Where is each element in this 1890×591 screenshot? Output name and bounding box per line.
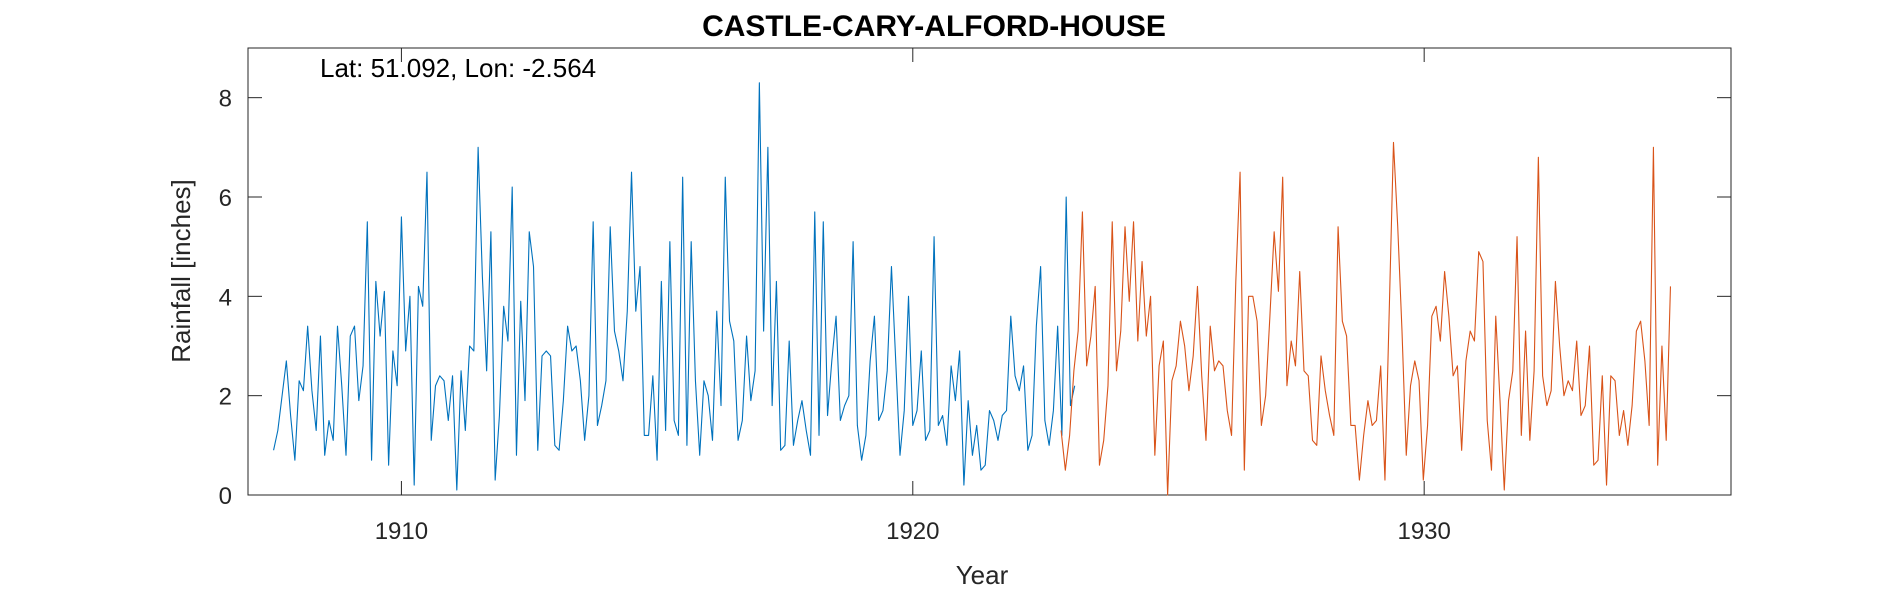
location-annotation: Lat: 51.092, Lon: -2.564	[320, 53, 596, 83]
y-tick-label-4: 8	[219, 86, 232, 113]
x-tick-label-1: 1920	[886, 518, 939, 545]
series-layer	[273, 82, 1672, 496]
y-tick-label-0: 0	[219, 483, 232, 510]
y-axis-label: Rainfall [inches]	[166, 179, 196, 363]
axis-tick-labels: 1910 1920 1930 0 2 4 6 8	[219, 86, 1451, 545]
x-tick-label-2: 1930	[1397, 518, 1450, 545]
y-tick-label-1: 2	[219, 384, 232, 411]
plot-area	[247, 47, 1732, 496]
series-line-1	[1060, 141, 1672, 496]
axis-ticks	[248, 48, 1731, 496]
x-tick-label-0: 1910	[375, 518, 428, 545]
series-line-0	[273, 82, 1076, 491]
x-axis-label: Year	[956, 560, 1009, 590]
y-tick-label-3: 6	[219, 185, 232, 212]
chart-title: CASTLE-CARY-ALFORD-HOUSE	[702, 10, 1166, 43]
y-tick-label-2: 4	[219, 284, 232, 311]
